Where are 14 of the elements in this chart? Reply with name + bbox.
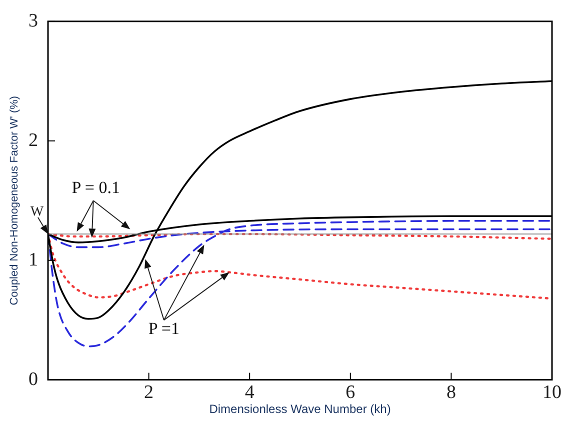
annotation: P = 0.1 xyxy=(72,178,120,198)
ref-line-label: W xyxy=(30,204,44,220)
x-tick-label: 8 xyxy=(446,382,456,404)
annotation: P =1 xyxy=(148,319,180,338)
y-axis-title: Coupled Non-Homogeneous Factor W' (%) xyxy=(8,96,21,306)
x-axis-title: Dimensionless Wave Number (kh) xyxy=(209,402,391,416)
y-tick-label: 0 xyxy=(28,368,38,390)
x-tick-label: 6 xyxy=(346,382,356,404)
x-tick-label: 4 xyxy=(244,382,255,404)
x-tick-label: 2 xyxy=(144,382,154,404)
x-tick-label: 10 xyxy=(542,382,562,404)
y-tick-label: 2 xyxy=(28,130,38,151)
y-tick-label: 3 xyxy=(28,10,38,32)
y-tick-label: 1 xyxy=(28,249,38,270)
